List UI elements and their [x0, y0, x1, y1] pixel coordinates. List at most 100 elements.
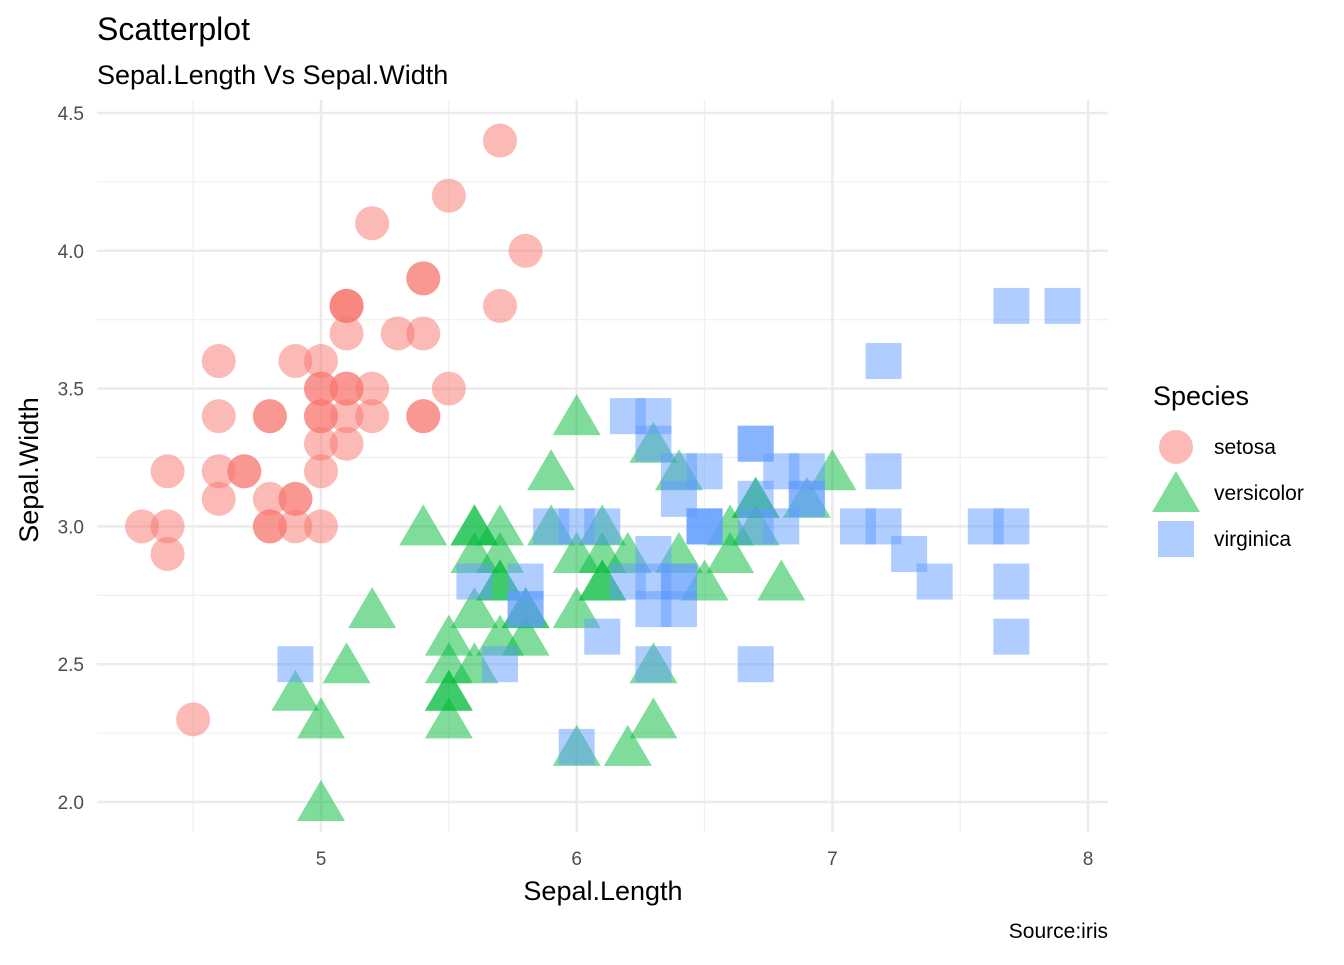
point-setosa	[150, 454, 185, 489]
point-virginica	[533, 508, 570, 545]
legend-key-setosa	[1159, 430, 1193, 464]
point-virginica	[865, 343, 902, 380]
point-virginica	[277, 646, 314, 683]
point-setosa	[329, 316, 364, 351]
point-versicolor	[603, 724, 652, 766]
point-setosa	[406, 316, 441, 351]
point-setosa	[355, 399, 390, 434]
point-virginica	[865, 453, 902, 490]
point-setosa	[329, 426, 364, 461]
point-setosa	[329, 371, 364, 406]
point-setosa	[278, 344, 313, 379]
point-versicolor	[399, 504, 448, 546]
point-setosa	[380, 316, 415, 351]
point-versicolor	[424, 642, 473, 684]
point-setosa	[304, 426, 338, 461]
point-setosa	[201, 344, 236, 379]
point-setosa	[201, 399, 236, 434]
point-setosa	[329, 399, 364, 434]
point-versicolor	[527, 449, 576, 491]
point-setosa	[176, 702, 211, 737]
point-virginica	[507, 591, 544, 628]
point-virginica	[737, 508, 774, 545]
point-versicolor	[552, 587, 601, 629]
legend-label-virginica: virginica	[1214, 528, 1291, 551]
point-setosa	[355, 206, 390, 241]
x-tick-label: 7	[827, 849, 838, 870]
point-setosa	[406, 261, 441, 296]
point-virginica	[737, 425, 774, 462]
point-setosa	[227, 454, 262, 489]
point-versicolor	[271, 669, 320, 711]
x-tick-label: 8	[1083, 849, 1094, 870]
legend-title: Species	[1153, 381, 1249, 411]
point-setosa	[482, 123, 517, 158]
chart-title: Scatterplot	[97, 11, 250, 47]
point-virginica	[993, 563, 1030, 600]
point-versicolor	[475, 504, 524, 546]
point-virginica	[1044, 287, 1081, 324]
y-tick-label: 4.5	[58, 104, 84, 125]
y-tick-label: 3.0	[58, 517, 84, 538]
point-setosa	[252, 509, 287, 544]
x-tick-label: 5	[316, 849, 327, 870]
point-setosa	[508, 233, 543, 268]
y-tick-label: 3.5	[58, 380, 84, 401]
point-setosa	[329, 288, 364, 323]
point-virginica	[584, 618, 621, 655]
legend-key-versicolor	[1152, 471, 1200, 512]
legend-label-setosa: setosa	[1214, 436, 1276, 459]
point-setosa	[252, 399, 287, 434]
point-versicolor	[706, 531, 755, 573]
point-virginica	[916, 563, 953, 600]
y-tick-label: 4.0	[58, 242, 84, 263]
chart-subtitle: Sepal.Length Vs Sepal.Width	[97, 60, 448, 90]
point-setosa	[431, 178, 466, 213]
point-versicolor	[424, 669, 473, 711]
point-versicolor	[629, 697, 678, 739]
point-setosa	[304, 371, 338, 406]
point-virginica	[865, 508, 902, 545]
point-setosa	[431, 371, 466, 406]
point-virginica	[635, 646, 672, 683]
x-tick-label: 6	[571, 849, 582, 870]
point-setosa	[201, 481, 236, 516]
y-tick-label: 2.5	[58, 655, 84, 676]
caption: Source:iris	[1009, 920, 1108, 943]
legend-key-virginica	[1158, 521, 1194, 557]
point-virginica	[993, 508, 1030, 545]
point-setosa	[482, 288, 517, 323]
point-virginica	[993, 618, 1030, 655]
point-versicolor	[322, 642, 371, 684]
point-setosa	[278, 509, 313, 544]
point-setosa	[304, 344, 338, 379]
point-setosa	[304, 509, 338, 544]
point-virginica	[558, 728, 595, 765]
x-axis-title: Sepal.Length	[523, 876, 682, 906]
point-versicolor	[552, 394, 601, 436]
point-setosa	[252, 481, 287, 516]
point-virginica	[635, 563, 672, 600]
point-versicolor	[424, 697, 473, 739]
point-virginica	[686, 508, 723, 545]
point-virginica	[456, 563, 493, 600]
point-setosa	[278, 481, 313, 516]
point-versicolor	[297, 697, 345, 739]
point-versicolor	[552, 531, 601, 573]
point-setosa	[150, 509, 185, 544]
point-versicolor	[475, 531, 524, 573]
y-axis-title: Sepal.Width	[14, 397, 44, 543]
y-tick-label: 2.0	[58, 793, 84, 814]
point-setosa	[304, 399, 338, 434]
point-versicolor	[348, 587, 397, 629]
point-setosa	[125, 509, 160, 544]
point-virginica	[737, 646, 774, 683]
point-versicolor	[297, 780, 345, 821]
point-virginica	[481, 646, 518, 683]
legend-label-versicolor: versicolor	[1214, 482, 1304, 505]
point-versicolor	[757, 559, 806, 601]
point-versicolor	[424, 614, 473, 656]
point-virginica	[993, 287, 1030, 324]
